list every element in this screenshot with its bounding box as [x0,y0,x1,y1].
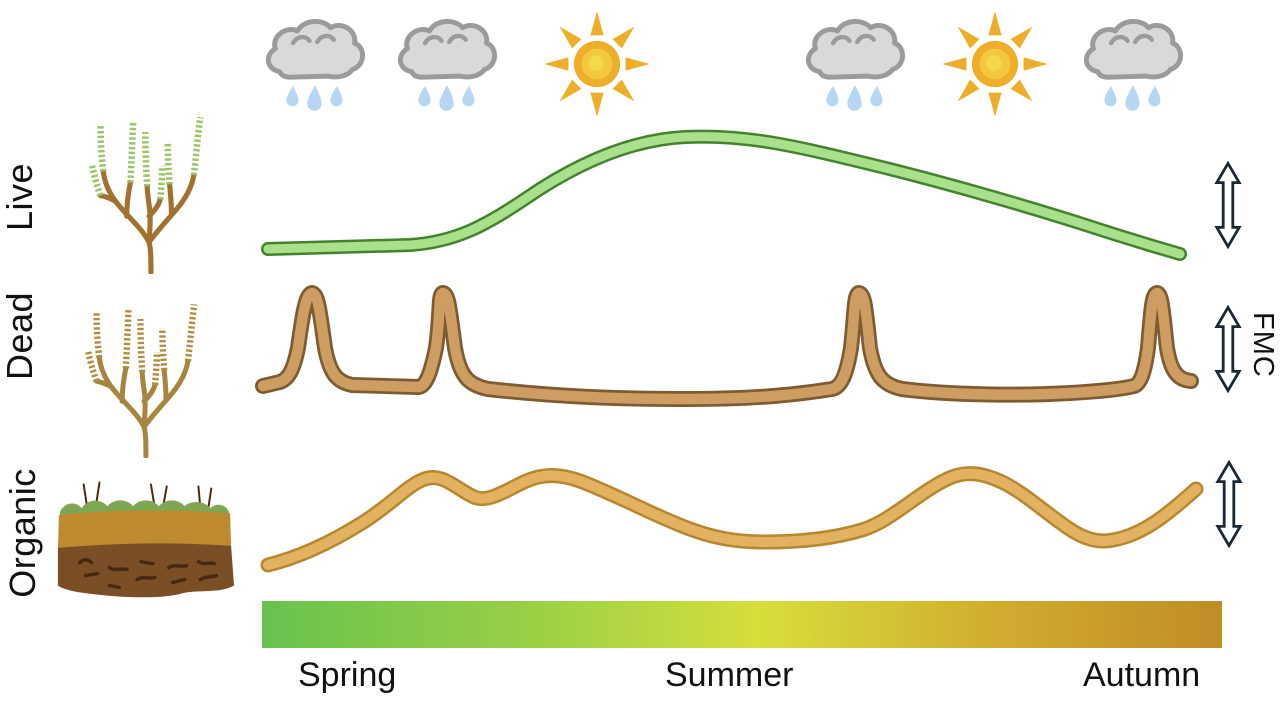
dead-fmc-curve [255,285,1199,407]
fmc-range-arrow-dead [1212,296,1244,402]
season-label-spring: Spring [298,656,397,694]
season-gradient-bar [262,601,1222,648]
live-fmc-curve [261,129,1187,261]
season-label-summer: Summer [665,656,794,694]
organic-fmc-curve [260,466,1204,573]
fmc-range-arrow-live [1212,152,1244,258]
fmc-axis-label: FMC [1247,312,1279,378]
season-label-autumn: Autumn [1083,656,1201,694]
fmc-range-arrow-organic [1213,450,1245,558]
